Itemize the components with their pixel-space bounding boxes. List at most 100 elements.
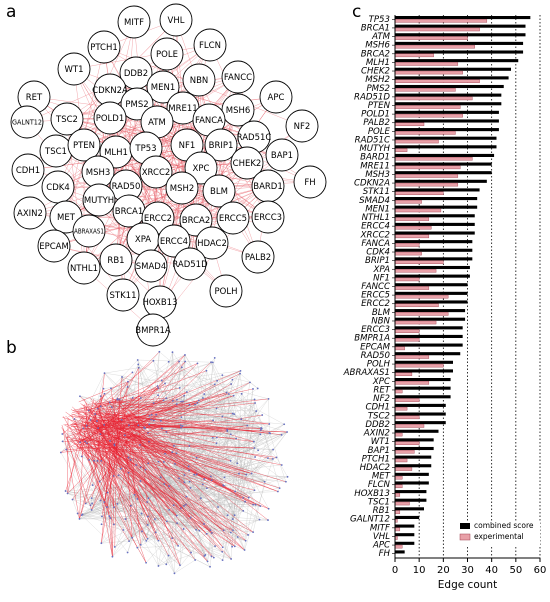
node [96,420,98,422]
node [157,394,159,397]
edge [180,449,274,509]
node [183,394,186,397]
node-label: PALB2 [245,253,271,263]
node-label: BLM [210,187,228,197]
edge [102,439,246,541]
node [73,418,76,420]
y-tick-label: MET [372,472,391,482]
node [93,101,127,135]
node [182,528,185,530]
edge [164,424,285,485]
bar [394,174,459,178]
bar [394,62,459,66]
node [79,395,81,398]
bar [395,533,415,537]
node [216,379,219,382]
bar [394,406,408,411]
bar [395,171,492,175]
node [239,372,241,375]
edge [179,357,215,566]
edge [62,440,98,442]
y-tick-label: MSH2 [365,75,390,85]
node [108,401,111,404]
node [215,407,218,410]
node-label: BAP1 [271,151,293,161]
bar [395,197,478,201]
node [144,427,146,430]
edge [86,422,252,474]
node [157,539,160,542]
edge [60,437,87,453]
y-tick-label: NBN [371,316,390,326]
bar [394,372,413,376]
edge [254,399,280,489]
edge [145,423,270,563]
y-tick-label: NTHL1 [362,213,390,223]
bar [394,294,449,299]
node [164,452,166,455]
node [160,419,162,422]
y-tick-label: PALB2 [363,118,390,128]
edge [107,383,166,432]
bar [395,403,446,407]
edge [137,491,236,548]
node [129,504,132,507]
node [293,165,327,199]
node [184,354,186,356]
y-tick-label: HOXB13 [354,489,390,499]
edge [72,387,159,411]
edge [97,460,249,498]
bar [395,378,451,382]
edge [79,430,277,458]
node [128,424,130,427]
node-label: NTHL1 [70,264,98,274]
node [172,399,174,402]
node [221,415,224,418]
node [144,468,147,471]
node [172,504,175,507]
node [180,426,183,429]
node [135,464,138,466]
node [267,519,269,521]
node [244,539,247,542]
node-label: RET [26,93,43,103]
node [61,440,64,443]
node [99,395,102,398]
node [173,247,207,281]
node [165,430,168,433]
edge [138,373,241,426]
node [82,183,116,217]
bar [395,265,470,270]
node-label: CDH1 [16,166,40,176]
y-tick-label: ERCC4 [361,222,390,232]
node [189,486,192,489]
node-label: MSH2 [170,184,195,194]
node [269,432,272,435]
bar [395,162,492,166]
node-label: POLH [215,287,238,297]
bar [395,41,524,45]
y-tick-label: PTEN [368,101,391,111]
edge [79,403,177,446]
node-label: MEN1 [151,83,175,93]
node-label: MSH3 [86,168,111,178]
node [268,423,271,425]
node [203,393,206,395]
bar [395,136,497,140]
bar [395,283,468,287]
edge [108,444,197,531]
node [267,397,270,400]
node [179,424,182,427]
x-tick-label: 60 [534,565,547,576]
edge [53,217,159,247]
node [157,387,160,389]
edge [176,453,232,560]
node-label: ERCC4 [160,237,188,247]
node [221,550,224,553]
node [140,512,143,515]
bar [394,381,430,385]
edge [63,424,141,468]
node [242,509,245,512]
bar [394,346,405,351]
node-label: SMAD4 [136,262,167,272]
